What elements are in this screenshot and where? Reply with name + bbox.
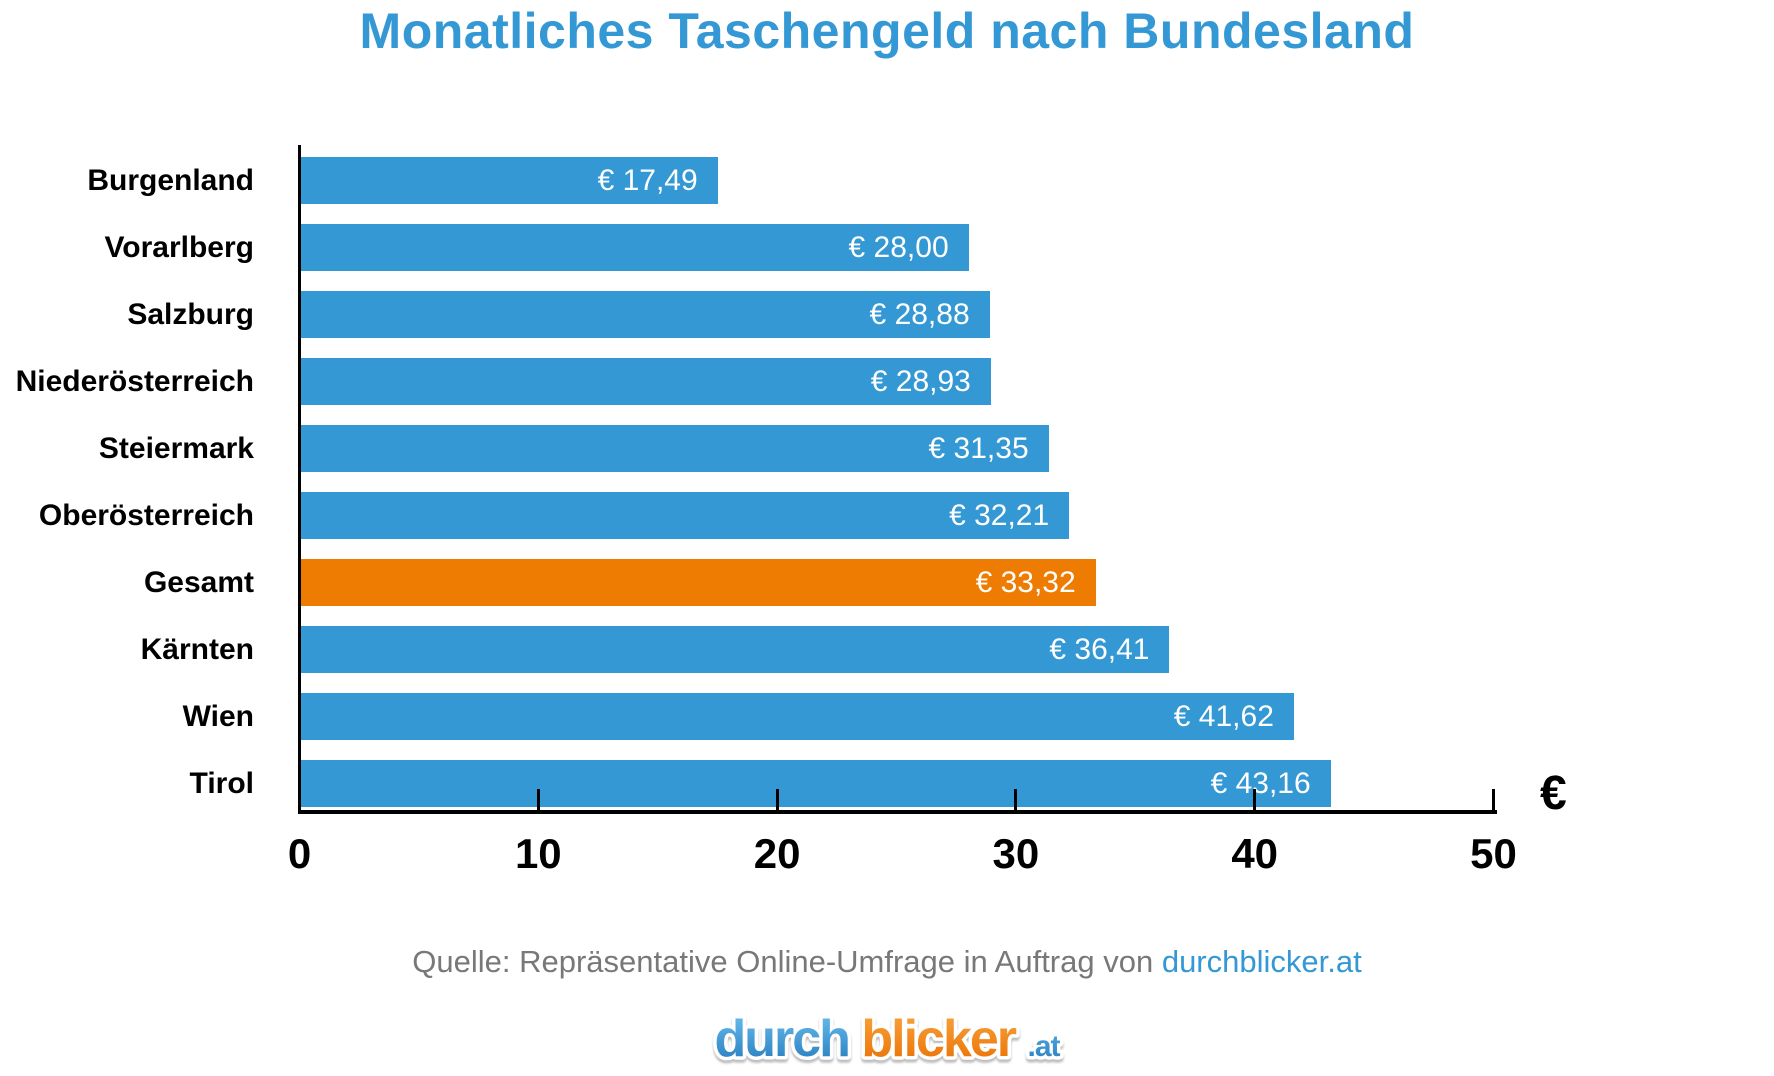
bar-row: Wien € 41,62 xyxy=(0,683,1520,750)
bar-row: Burgenland € 17,49 xyxy=(0,147,1520,214)
bar-track: € 41,62 xyxy=(300,693,1520,740)
chart-title: Monatliches Taschengeld nach Bundesland xyxy=(359,3,1415,59)
category-label: Tirol xyxy=(189,766,254,800)
x-tick xyxy=(1492,789,1495,810)
bar-track: € 17,49 xyxy=(300,157,1520,204)
x-tick-label: 40 xyxy=(1231,830,1279,877)
bar-row: Steiermark € 31,35 xyxy=(0,415,1520,482)
bar-value-label: € 33,32 xyxy=(975,565,1076,599)
x-tick xyxy=(536,789,540,810)
bar: € 41,62 xyxy=(300,693,1294,740)
bar-value-label: € 36,41 xyxy=(1049,632,1150,666)
x-tick-label: 30 xyxy=(992,830,1040,877)
bar: € 36,41 xyxy=(300,626,1170,673)
bar-row: Gesamt € 33,32 xyxy=(0,549,1520,616)
bar-value-label: € 31,35 xyxy=(928,431,1029,465)
bar: € 33,32 xyxy=(300,559,1096,606)
bar-track: € 31,35 xyxy=(300,425,1520,472)
category-label: Niederösterreich xyxy=(15,364,254,398)
x-tick xyxy=(775,789,779,810)
category-label: Kärnten xyxy=(140,632,254,666)
source-text: Quelle: Repräsentative Online-Umfrage in… xyxy=(412,944,1162,979)
y-axis-line xyxy=(298,145,301,814)
bar-value-label: € 43,16 xyxy=(1210,766,1311,800)
bar-row: Salzburg € 28,88 xyxy=(0,281,1520,348)
bar: € 32,21 xyxy=(300,492,1070,539)
bar-row: Niederösterreich € 28,93 xyxy=(0,348,1520,415)
category-label: Burgenland xyxy=(87,163,254,197)
bar-row: Vorarlberg € 28,00 xyxy=(0,214,1520,281)
category-label: Salzburg xyxy=(127,297,254,331)
bar-track: € 43,16 xyxy=(300,760,1520,807)
logo-part-durch: durch xyxy=(714,1010,848,1068)
bar-track: € 28,93 xyxy=(300,358,1520,405)
source-line: Quelle: Repräsentative Online-Umfrage in… xyxy=(0,944,1774,980)
logo-part-at: .at xyxy=(1028,1030,1061,1063)
bar-value-label: € 28,00 xyxy=(848,230,949,264)
category-label: Oberösterreich xyxy=(38,498,254,532)
durchblicker-logo-icon: durch blicker .at xyxy=(711,1007,1065,1072)
bar: € 31,35 xyxy=(300,425,1049,472)
bar: € 28,93 xyxy=(300,358,991,405)
bar: € 28,88 xyxy=(300,291,990,338)
x-tick-label: 10 xyxy=(514,830,562,877)
bar: € 28,00 xyxy=(300,224,969,271)
bar-track: € 28,88 xyxy=(300,291,1520,338)
bar-row: Tirol € 43,16 xyxy=(0,750,1520,817)
durchblicker-logo: durch blicker .at xyxy=(0,1002,1774,1076)
bar: € 17,49 xyxy=(300,157,718,204)
bar-value-label: € 32,21 xyxy=(949,498,1050,532)
x-axis-unit-label: € xyxy=(1540,767,1567,820)
x-tick-label: 20 xyxy=(753,830,801,877)
logo-part-blicker: blicker xyxy=(861,1010,1016,1068)
x-tick-label: 50 xyxy=(1470,830,1517,877)
bar-track: € 32,21 xyxy=(300,492,1520,539)
bar-row: Oberösterreich € 32,21 xyxy=(0,482,1520,549)
bar-value-label: € 41,62 xyxy=(1173,699,1274,733)
category-label: Wien xyxy=(182,699,254,733)
x-tick-label: 0 xyxy=(287,830,312,877)
x-tick xyxy=(1253,789,1257,810)
bar-value-label: € 28,93 xyxy=(870,364,971,398)
bar: € 43,16 xyxy=(300,760,1331,807)
bar-row: Kärnten € 36,41 xyxy=(0,616,1520,683)
x-tick xyxy=(1014,789,1018,810)
svg-text:durch blicker: durch blicker .at xyxy=(714,1010,1060,1068)
bar-track: € 33,32 xyxy=(300,559,1520,606)
bar-track: € 28,00 xyxy=(300,224,1520,271)
category-label: Vorarlberg xyxy=(104,230,255,264)
category-label: Gesamt xyxy=(143,565,254,599)
bar-track: € 36,41 xyxy=(300,626,1520,673)
x-tick xyxy=(298,789,301,810)
source-link[interactable]: durchblicker.at xyxy=(1161,944,1362,979)
bar-value-label: € 28,88 xyxy=(869,297,970,331)
bar-value-label: € 17,49 xyxy=(597,163,698,197)
x-axis-line xyxy=(298,810,1497,814)
category-label: Steiermark xyxy=(98,431,254,465)
bars: Burgenland € 17,49 Vorarlberg € 28,00 Sa… xyxy=(0,147,1520,817)
